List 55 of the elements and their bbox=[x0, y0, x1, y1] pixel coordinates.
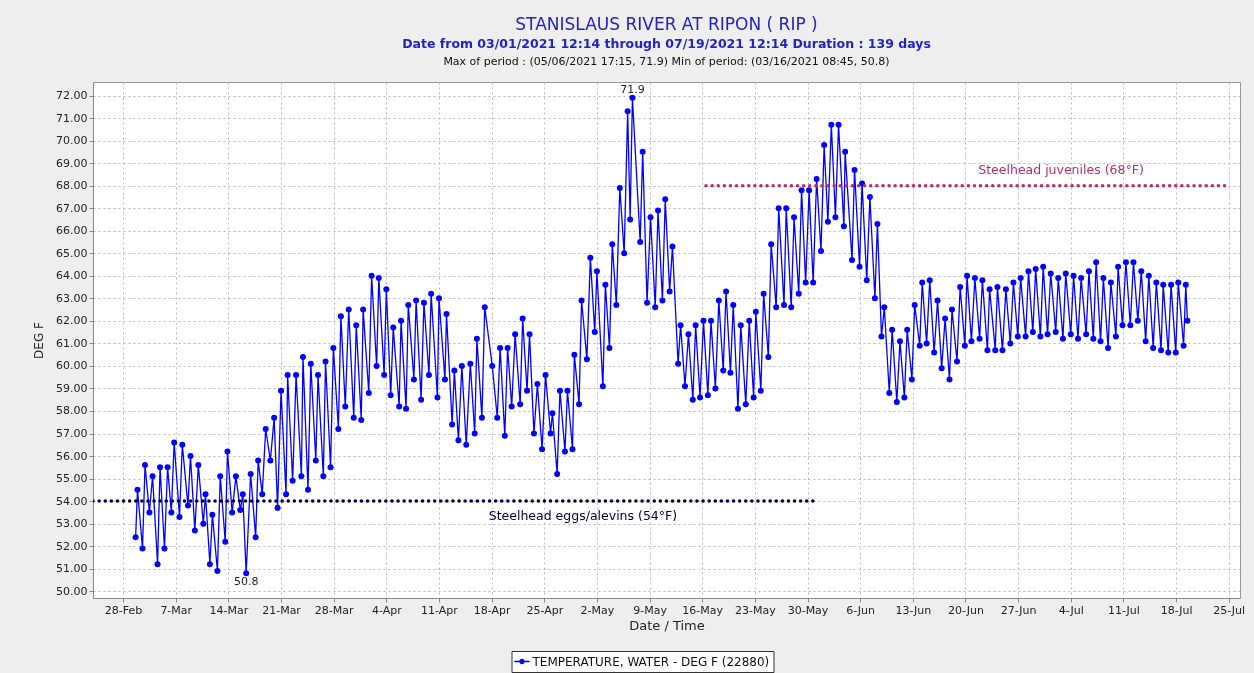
y-tick-label: 70.00 bbox=[56, 134, 88, 148]
y-tick-label: 57.00 bbox=[56, 427, 88, 441]
x-tick-label: 18-Apr bbox=[473, 603, 511, 617]
x-tick-label: 20-Jun bbox=[948, 603, 984, 617]
y-tick-label: 51.00 bbox=[56, 562, 88, 576]
x-tick-label: 18-Jul bbox=[1160, 603, 1193, 617]
chart-title: STANISLAUS RIVER AT RIPON ( RIP ) bbox=[515, 13, 818, 34]
x-tick-label: 2-May bbox=[580, 603, 615, 617]
x-tick-label: 16-May bbox=[682, 603, 724, 617]
y-tick-label: 62.00 bbox=[56, 314, 88, 328]
y-tick-label: 60.00 bbox=[56, 359, 88, 373]
y-axis-title: DEG F bbox=[32, 321, 47, 359]
x-tick-label: 28-Feb bbox=[104, 603, 143, 617]
x-tick-label: 4-Jul bbox=[1058, 603, 1084, 617]
text: Max of period : (05/06/2021 17:15, 71.9) Min of period: (03/16/2021 08:45, 50.8) bbox=[443, 55, 890, 68]
y-tick-label: 55.00 bbox=[56, 472, 88, 486]
x-tick-label: 23-May bbox=[735, 603, 777, 617]
legend-label: TEMPERATURE, WATER - DEG F (22880) bbox=[531, 654, 770, 669]
x-tick-label: 14-Mar bbox=[209, 603, 249, 617]
x-tick-label: 7-Mar bbox=[160, 603, 193, 617]
annotation: 71.9 bbox=[620, 82, 645, 96]
y-tick-label: 66.00 bbox=[56, 224, 88, 238]
y-tick-label: 59.00 bbox=[56, 381, 88, 395]
x-tick-label: 11-Apr bbox=[421, 603, 459, 617]
x-tick-label: 6-Jun bbox=[846, 603, 876, 617]
x-tick-label: 25-Apr bbox=[526, 603, 564, 617]
y-tick-label: 68.00 bbox=[56, 179, 88, 193]
y-tick-label: 50.00 bbox=[56, 584, 88, 598]
x-tick-label: 9-May bbox=[633, 603, 668, 617]
series-label: Steelhead eggs/alevins (54°F) bbox=[488, 508, 678, 524]
x-tick-label: 25-Jul bbox=[1213, 603, 1246, 617]
chart-subtitle: Date from 03/01/2021 12:14 through 07/19/2021 12:14 Duration : 139 days bbox=[402, 35, 931, 51]
y-tick-label: 58.00 bbox=[56, 404, 88, 418]
y-tick-label: 61.00 bbox=[56, 336, 88, 350]
y-tick-label: 56.00 bbox=[56, 449, 88, 463]
x-axis-title: Date / Time bbox=[629, 617, 705, 633]
y-tick-label: 52.00 bbox=[56, 539, 88, 553]
x-tick-label: 11-Jul bbox=[1107, 603, 1140, 617]
y-tick-label: 67.00 bbox=[56, 201, 88, 215]
annotation: 50.8 bbox=[233, 575, 259, 589]
y-tick-label: 63.00 bbox=[56, 291, 88, 305]
y-tick-label: 72.00 bbox=[56, 89, 88, 103]
y-tick-label: 53.00 bbox=[56, 517, 88, 531]
x-tick-label: 21-Mar bbox=[262, 603, 302, 617]
x-tick-label: 13-Jun bbox=[895, 603, 932, 617]
x-tick-label: 28-Mar bbox=[314, 603, 355, 617]
y-tick-label: 69.00 bbox=[56, 156, 88, 170]
series-label: Steelhead juveniles (68°F) bbox=[978, 161, 1144, 177]
x-tick-label: 27-Jun bbox=[1000, 603, 1037, 617]
y-tick-label: 54.00 bbox=[56, 494, 88, 508]
x-tick-label: 4-Apr bbox=[371, 603, 403, 617]
y-tick-label: 64.00 bbox=[56, 269, 88, 283]
x-tick-label: 30-May bbox=[787, 603, 829, 617]
y-tick-label: 65.00 bbox=[56, 246, 88, 260]
y-tick-label: 71.00 bbox=[56, 111, 88, 125]
